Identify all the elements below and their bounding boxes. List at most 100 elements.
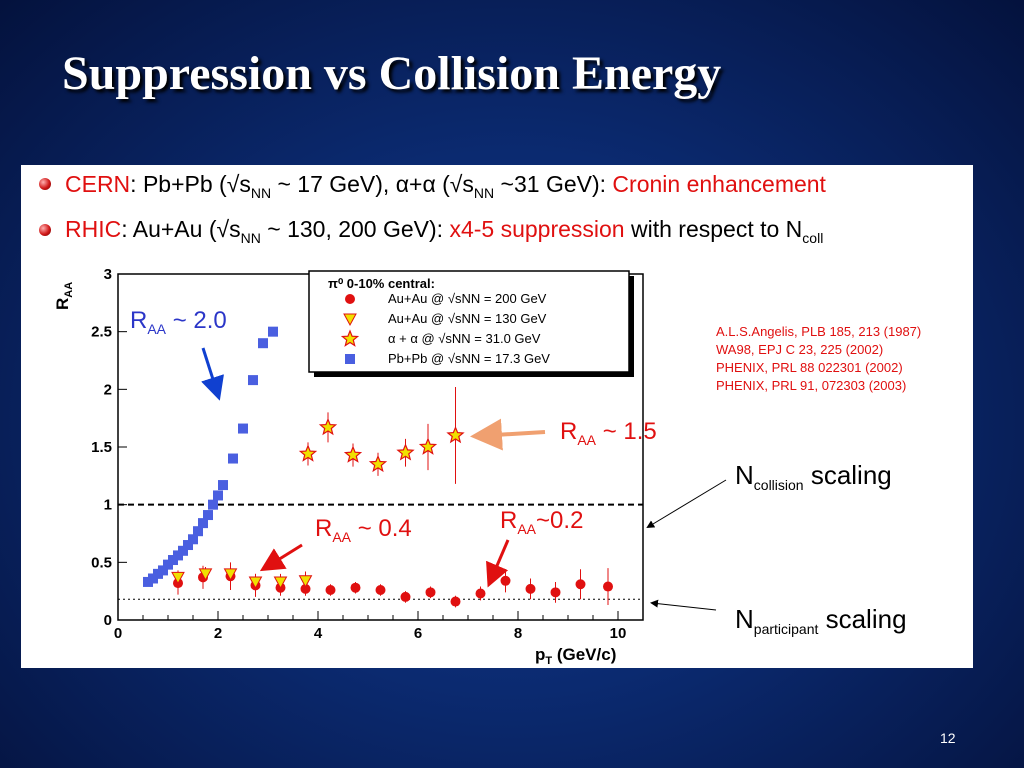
data-point-square (183, 540, 193, 551)
data-point-square (228, 453, 238, 464)
data-point-square (188, 534, 198, 545)
bullet-text: with respect to N (624, 216, 803, 242)
bullet-rhic: RHIC: Au+Au (√sNN ~ 130, 200 GeV): x4-5 … (65, 216, 823, 246)
data-point-circle (525, 583, 536, 594)
annotation-raa-04: RAA ~ 0.4 (315, 515, 412, 545)
data-point-square (198, 518, 208, 529)
annotation-arrow (201, 347, 224, 401)
bullet-subscript: NN (250, 185, 272, 201)
reference: WA98, EPJ C 23, 225 (2002) (716, 342, 884, 357)
bullet-subscript: NN (473, 185, 495, 201)
data-point-circle (375, 585, 386, 596)
bullet-cern: CERN: Pb+Pb (√sNN ~ 17 GeV), α+α (√sNN ~… (65, 171, 826, 201)
y-tick-label: 2.5 (91, 324, 112, 341)
data-point-square (193, 526, 203, 537)
data-point-triangle (273, 576, 288, 589)
bullet-text: ~31 GeV): (494, 171, 613, 197)
data-point-triangle (223, 568, 238, 581)
annotation-ncoll: Ncollision scaling (735, 460, 892, 493)
data-point-square (178, 545, 188, 556)
y-tick-label: 0 (104, 612, 112, 629)
y-tick-label: 3 (104, 266, 112, 283)
reference: PHENIX, PRL 88 022301 (2002) (716, 360, 903, 375)
legend-marker (345, 294, 355, 304)
data-point-triangle (298, 575, 313, 588)
annotation-raa-2: RAA ~ 2.0 (130, 307, 227, 337)
x-tick-label: 4 (314, 625, 323, 642)
data-point-circle (550, 587, 561, 598)
annotation-arrow (486, 539, 510, 588)
data-point-circle (425, 587, 436, 598)
annotation-arrow (470, 418, 546, 451)
y-tick-label: 2 (104, 381, 112, 398)
slide-title: Suppression vs Collision Energy (62, 47, 722, 100)
bullet-subscript: NN (240, 230, 261, 246)
bullet-highlight: Cronin enhancement (612, 171, 826, 197)
data-point-circle (500, 575, 511, 586)
annotation-arrow (646, 479, 727, 529)
bullet-text: : Au+Au (√s (121, 216, 241, 242)
legend-label: Au+Au @ √sNN = 200 GeV (388, 291, 547, 306)
y-tick-label: 1.5 (91, 439, 112, 456)
data-point-square (238, 423, 248, 434)
data-point-triangle (198, 568, 213, 581)
page-number: 12 (940, 730, 956, 746)
annotation-npart: Nparticipant scaling (735, 604, 907, 637)
data-point-triangle (171, 571, 185, 585)
legend-marker (343, 313, 357, 327)
y-axis-label: RAA (53, 282, 75, 310)
x-tick-label: 8 (514, 625, 522, 642)
bullet-text: : Pb+Pb (√s (130, 171, 251, 197)
bullet-text: ~ 17 GeV), α+α (√s (271, 171, 474, 197)
legend-marker (345, 354, 355, 364)
data-point-square (268, 326, 278, 337)
x-tick-label: 10 (610, 625, 627, 642)
data-point-star (343, 445, 363, 463)
bullet-highlight: x4-5 suppression (449, 216, 625, 242)
data-point-star (318, 417, 338, 436)
bullet-text: ~ 130, 200 GeV): (260, 216, 450, 242)
data-point-circle (400, 591, 411, 602)
data-point-square (203, 510, 213, 521)
annotation-raa-02: RAA~0.2 (500, 507, 584, 537)
data-point-square (213, 490, 223, 501)
bullet-icon (39, 178, 51, 190)
x-tick-label: 2 (214, 625, 222, 642)
legend-label: α + α @ √sNN = 31.0 GeV (388, 331, 541, 346)
data-point-square (248, 375, 258, 386)
reference: PHENIX, PRL 91, 072303 (2003) (716, 378, 907, 393)
reference: A.L.S.Angelis, PLB 185, 213 (1987) (716, 324, 922, 339)
data-point-square (218, 480, 228, 491)
data-point-star (396, 443, 415, 461)
bullet-icon (39, 224, 51, 236)
data-point-circle (575, 579, 586, 590)
data-point-circle (603, 581, 613, 592)
bullet-lead: RHIC (65, 216, 122, 242)
y-tick-label: 1 (104, 497, 112, 514)
data-point-circle (475, 588, 486, 599)
legend-box (308, 270, 630, 373)
data-point-star (298, 444, 318, 462)
bullet-subscript: coll (802, 230, 824, 246)
y-tick-label: 0.5 (91, 554, 112, 571)
data-point-star (418, 437, 438, 455)
data-point-square (258, 338, 268, 349)
data-point-circle (450, 596, 461, 607)
bullet-lead: CERN (65, 171, 131, 197)
data-point-circle (325, 585, 336, 596)
x-axis-label: pT (GeV/c) (535, 645, 616, 667)
legend-label: Pb+Pb @ √sNN = 17.3 GeV (388, 351, 550, 366)
legend-header: π⁰ 0-10% central: (328, 276, 435, 291)
data-point-star (446, 425, 465, 444)
references: A.L.S.Angelis, PLB 185, 213 (1987) WA98,… (716, 323, 921, 395)
data-point-triangle (248, 576, 263, 589)
legend-label: Au+Au @ √sNN = 130 GeV (388, 311, 547, 326)
annotation-arrow (650, 599, 717, 611)
data-point-square (208, 499, 218, 510)
data-point-circle (350, 582, 361, 593)
data-point-square (158, 565, 168, 576)
x-tick-label: 0 (114, 625, 122, 642)
annotation-raa-15: RAA ~ 1.5 (560, 418, 657, 448)
x-tick-label: 6 (414, 625, 422, 642)
